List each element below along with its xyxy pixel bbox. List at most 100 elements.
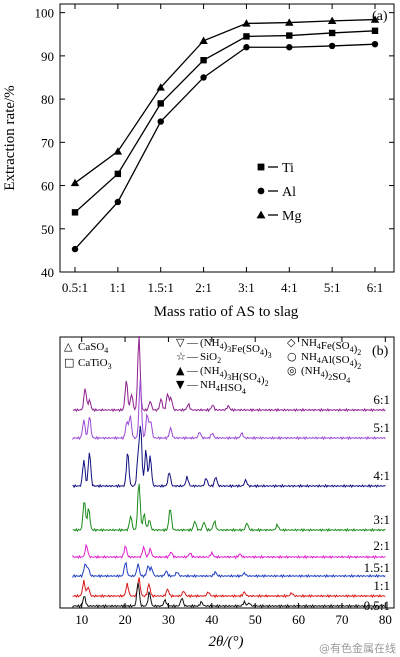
x-tick-label: 40	[205, 612, 218, 627]
data-point-mg	[370, 15, 380, 23]
legend-label: (NH4)3H(SO4)2	[200, 365, 269, 388]
pattern-label: 5:1	[373, 420, 390, 435]
legend-marker-ti	[257, 163, 265, 171]
legend-dash: —	[186, 351, 199, 363]
xrd-pattern-3-1	[72, 483, 386, 533]
legend-label: NH4Fe(SO4)2	[301, 337, 361, 357]
panel-a-y-axis: 40 50 60 70 80 90 100	[35, 6, 394, 280]
data-point-ti	[157, 100, 164, 107]
x-tick-label: 0.5:1	[62, 280, 88, 295]
xrd-pattern-0-5-1	[72, 582, 386, 609]
data-point-al	[157, 118, 164, 125]
legend-symbol: △	[64, 340, 73, 353]
legend-dash: —	[186, 337, 199, 349]
legend-label-ti: Ti	[282, 161, 294, 176]
data-point-mg	[70, 178, 80, 187]
pattern-label: 2:1	[373, 538, 390, 553]
y-tick-label: 80	[41, 92, 54, 107]
data-point-mg	[156, 83, 165, 91]
data-point-ti	[114, 170, 122, 178]
x-tick-label: 2:1	[195, 280, 212, 295]
legend-dash: —	[186, 379, 199, 391]
y-tick-label: 70	[41, 135, 54, 150]
x-tick-label: 80	[379, 612, 392, 627]
legend-symbol: ☆	[176, 350, 186, 363]
x-tick-label: 10	[75, 612, 88, 627]
data-point-mg	[113, 147, 123, 155]
x-tick-label: 1:1	[110, 280, 127, 295]
data-point-mg	[199, 36, 208, 44]
xrd-pattern-4-1	[72, 425, 386, 489]
y-tick-label: 40	[41, 265, 54, 280]
legend-symbol: ▲	[176, 364, 185, 377]
legend-label: CaSO4	[78, 341, 108, 355]
legend-symbol: ▼	[176, 378, 185, 391]
legend-label: NH4HSO4	[200, 379, 246, 396]
pattern-label: 1.5:1	[364, 560, 390, 575]
data-point-mg	[327, 16, 337, 25]
xrd-pattern-1-5-1	[72, 561, 386, 579]
x-tick-label: 60	[292, 612, 305, 627]
y-tick-label: 90	[41, 49, 54, 64]
y-tick-label: 50	[41, 222, 54, 237]
x-tick-label: 30	[162, 612, 175, 627]
legend-label: (NH4)2SO4	[301, 365, 350, 385]
x-tick-label: 20	[119, 612, 132, 627]
data-point-ti	[371, 27, 379, 34]
pattern-label: 1:1	[373, 578, 390, 593]
legend-symbol: ○	[287, 350, 297, 363]
legend-symbol: ◎	[287, 364, 297, 377]
legend-label: (NH4)3Fe(SO4)3	[200, 337, 272, 360]
panel-a-x-axis: 0.5:1 1:1 1.5:1 2:1 3:1 4:1 5:1 6:1	[62, 4, 384, 295]
legend-marker-mg	[256, 210, 266, 219]
legend-symbol: ◇	[287, 336, 296, 349]
legend-symbol: □	[64, 356, 74, 369]
data-point-ti	[71, 209, 79, 216]
data-point-al	[328, 42, 336, 50]
panel-b-x-axis-label: 2θ/(°)	[208, 634, 243, 650]
panel-b: (b) △ CaSO4□ CaTiO3▽ — (NH4)3Fe(SO4)3☆ — SiO2▲…	[59, 336, 395, 650]
legend-label-al: Al	[282, 185, 296, 200]
legend-label: NH4Al(SO4)2	[301, 351, 361, 371]
data-point-al	[114, 198, 122, 206]
x-tick-label: 3:1	[238, 280, 255, 295]
panel-a-x-axis-label: Mass ratio of AS to slag	[154, 304, 299, 320]
data-point-al	[200, 74, 207, 81]
panel-b-tag: (b)	[372, 344, 389, 359]
xrd-pattern-5-1	[72, 378, 386, 441]
data-point-al	[71, 245, 79, 253]
data-point-ti	[328, 29, 336, 37]
panel-b-plot-frame	[59, 336, 395, 609]
panel-a-legend: Ti Al Mg	[256, 161, 301, 224]
data-point-al	[371, 41, 379, 48]
data-point-al	[286, 44, 293, 51]
legend-symbol: ▽	[176, 336, 185, 349]
pattern-label: 3:1	[373, 512, 390, 527]
data-point-ti	[200, 56, 207, 64]
panel-a-series	[70, 15, 380, 253]
x-tick-label: 6:1	[367, 280, 384, 295]
legend-label: CaTiO3	[78, 357, 112, 371]
data-point-ti	[243, 33, 250, 40]
y-tick-label: 100	[35, 6, 55, 21]
series-line-ti	[74, 30, 376, 213]
data-point-ti	[286, 32, 293, 39]
panel-b-patterns: 6:1 5:1 4:1 3:1 2:1 1.5:1 1:1 0.5:1	[72, 336, 390, 613]
x-tick-label: 4:1	[281, 280, 298, 295]
xrd-pattern-2-1	[72, 543, 386, 560]
panel-a-plot-frame	[59, 3, 395, 273]
legend-marker-al	[257, 187, 265, 195]
series-line-al	[74, 43, 376, 250]
panel-b-x-axis: 10 20 30 40 50 60 70 80	[75, 337, 392, 627]
panel-b-legend: △ CaSO4□ CaTiO3▽ — (NH4)3Fe(SO4)3☆ — SiO2▲ — (NH…	[64, 336, 361, 396]
y-tick-label: 60	[41, 179, 54, 194]
pattern-label: 6:1	[373, 392, 390, 407]
data-point-mg	[285, 18, 294, 26]
series-line-mg	[74, 18, 376, 184]
data-point-al	[243, 44, 250, 51]
x-tick-label: 50	[249, 612, 262, 627]
panel-a-y-axis-label: Extraction rate/%	[2, 85, 18, 190]
legend-label: SiO2	[200, 351, 221, 365]
